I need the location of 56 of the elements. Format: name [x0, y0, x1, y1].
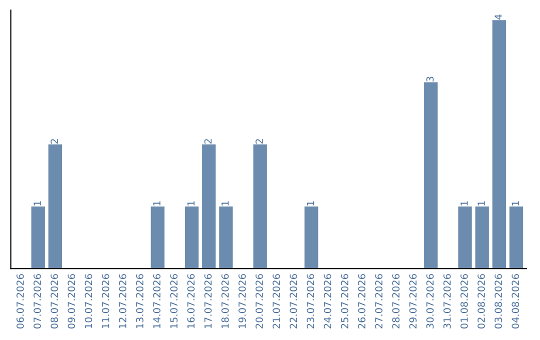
x-tick-label: 23.07.2026 — [306, 274, 314, 328]
bar — [202, 144, 216, 269]
x-tick-label: 16.07.2026 — [187, 274, 195, 328]
bar — [150, 206, 164, 269]
data-label: 1 — [34, 201, 41, 206]
x-tick-label: 08.07.2026 — [50, 274, 58, 328]
x-tick-label: 11.07.2026 — [102, 274, 110, 328]
bar — [219, 206, 233, 269]
x-tick-label: 30.07.2026 — [426, 274, 434, 328]
bar — [475, 206, 489, 269]
x-tick-label: 12.07.2026 — [118, 274, 126, 328]
data-label: 1 — [512, 201, 519, 206]
bar — [184, 206, 199, 269]
data-label: 1 — [306, 201, 314, 206]
bar — [492, 20, 506, 269]
x-tick-label: 15.07.2026 — [170, 274, 178, 328]
x-tick-label: 20.07.2026 — [256, 274, 263, 328]
x-tick-label: 22.07.2026 — [290, 274, 298, 328]
x-tick-label: 31.07.2026 — [443, 274, 451, 328]
x-tick-label: 17.07.2026 — [204, 274, 212, 328]
x-tick-label: 04.08.2026 — [512, 274, 520, 328]
x-tick-label: 07.07.2026 — [34, 274, 41, 328]
x-tick-label: 03.08.2026 — [494, 274, 502, 328]
data-label: 1 — [222, 201, 229, 206]
x-tick-label: 18.07.2026 — [221, 274, 229, 328]
bar — [458, 206, 472, 269]
bar — [509, 206, 524, 269]
bar — [253, 144, 267, 269]
x-tick-label: 24.07.2026 — [324, 274, 332, 328]
x-tick-label: 28.07.2026 — [392, 274, 400, 328]
data-label: 3 — [426, 76, 434, 82]
x-tick-label: 21.07.2026 — [272, 274, 280, 328]
x-tick-label: 27.07.2026 — [375, 274, 382, 328]
data-label: 2 — [204, 139, 212, 144]
x-tick-label: 02.08.2026 — [478, 274, 485, 328]
data-label: 1 — [478, 201, 485, 206]
bar — [48, 144, 62, 269]
x-tick-label: 29.07.2026 — [409, 274, 417, 328]
x-tick-label: 19.07.2026 — [238, 274, 246, 328]
bar — [31, 206, 45, 269]
x-tick-label: 14.07.2026 — [153, 274, 160, 328]
x-tick-label: 06.07.2026 — [16, 274, 24, 328]
x-tick-label: 09.07.2026 — [68, 274, 76, 328]
data-label: 1 — [460, 201, 468, 206]
data-label: 2 — [50, 139, 58, 144]
data-label: 1 — [187, 201, 194, 206]
x-tick-label: 26.07.2026 — [358, 274, 366, 328]
x-tick-label: 01.08.2026 — [460, 274, 468, 328]
x-tick-label: 13.07.2026 — [136, 274, 144, 328]
data-label: 1 — [153, 201, 160, 206]
data-label: 4 — [494, 14, 502, 20]
x-tick-label: 10.07.2026 — [84, 274, 92, 328]
x-tick-label: 25.07.2026 — [340, 274, 348, 328]
bar — [424, 82, 438, 269]
data-label: 2 — [256, 139, 263, 144]
bar — [304, 206, 318, 269]
